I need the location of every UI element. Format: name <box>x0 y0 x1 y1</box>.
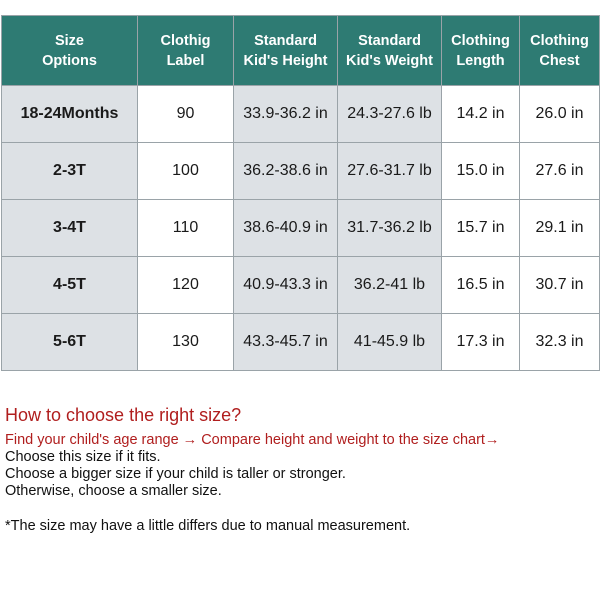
chest-cell: 32.3 in <box>519 313 600 371</box>
header-kids-weight: Standard Kid's Weight <box>337 15 442 86</box>
header-size-options: Size Options <box>1 15 138 86</box>
size-guide-line: Choose this size if it fits. <box>5 449 161 465</box>
weight-cell: 24.3-27.6 lb <box>337 85 442 143</box>
table-row: 3-4T 110 38.6-40.9 in 31.7-36.2 lb 15.7 … <box>1 199 600 257</box>
clothing-label-cell: 120 <box>137 256 234 314</box>
measurement-footnote: *The size may have a little differs due … <box>5 518 411 534</box>
header-clothing-chest: Clothing Chest <box>519 15 600 86</box>
clothing-label-cell: 100 <box>137 142 234 200</box>
table-row: 4-5T 120 40.9-43.3 in 36.2-41 lb 16.5 in… <box>1 256 600 314</box>
chest-cell: 27.6 in <box>519 142 600 200</box>
length-cell: 17.3 in <box>441 313 520 371</box>
size-guide-title: How to choose the right size? <box>5 405 242 425</box>
weight-cell: 27.6-31.7 lb <box>337 142 442 200</box>
table-row: 18-24Months 90 33.9-36.2 in 24.3-27.6 lb… <box>1 85 600 143</box>
size-option-cell: 18-24Months <box>1 85 138 143</box>
height-cell: 33.9-36.2 in <box>233 85 338 143</box>
height-cell: 38.6-40.9 in <box>233 199 338 257</box>
table-row: 5-6T 130 43.3-45.7 in 41-45.9 lb 17.3 in… <box>1 313 600 371</box>
clothing-label-cell: 90 <box>137 85 234 143</box>
size-guide-steps: Find your child's age range → Compare he… <box>5 432 500 448</box>
header-row: Size Options Clothig Label Standard Kid's H… <box>1 15 600 86</box>
header-clothing-label: Clothig Label <box>137 15 234 86</box>
chest-cell: 26.0 in <box>519 85 600 143</box>
size-option-cell: 2-3T <box>1 142 138 200</box>
size-guide-line: Choose a bigger size if your child is ta… <box>5 466 346 482</box>
length-cell: 16.5 in <box>441 256 520 314</box>
size-chart-table: Size Options Clothig Label Standard Kid's H… <box>1 15 600 371</box>
size-guide-line: Otherwise, choose a smaller size. <box>5 483 222 499</box>
weight-cell: 36.2-41 lb <box>337 256 442 314</box>
height-cell: 40.9-43.3 in <box>233 256 338 314</box>
weight-cell: 41-45.9 lb <box>337 313 442 371</box>
length-cell: 15.0 in <box>441 142 520 200</box>
chest-cell: 29.1 in <box>519 199 600 257</box>
size-option-cell: 5-6T <box>1 313 138 371</box>
length-cell: 14.2 in <box>441 85 520 143</box>
height-cell: 43.3-45.7 in <box>233 313 338 371</box>
size-option-cell: 4-5T <box>1 256 138 314</box>
clothing-label-cell: 130 <box>137 313 234 371</box>
header-clothing-length: Clothing Length <box>441 15 520 86</box>
size-guide-notes: How to choose the right size? Find your … <box>5 405 595 534</box>
table-row: 2-3T 100 36.2-38.6 in 27.6-31.7 lb 15.0 … <box>1 142 600 200</box>
chest-cell: 30.7 in <box>519 256 600 314</box>
height-cell: 36.2-38.6 in <box>233 142 338 200</box>
header-kids-height: Standard Kid's Height <box>233 15 338 86</box>
weight-cell: 31.7-36.2 lb <box>337 199 442 257</box>
size-option-cell: 3-4T <box>1 199 138 257</box>
length-cell: 15.7 in <box>441 199 520 257</box>
clothing-label-cell: 110 <box>137 199 234 257</box>
